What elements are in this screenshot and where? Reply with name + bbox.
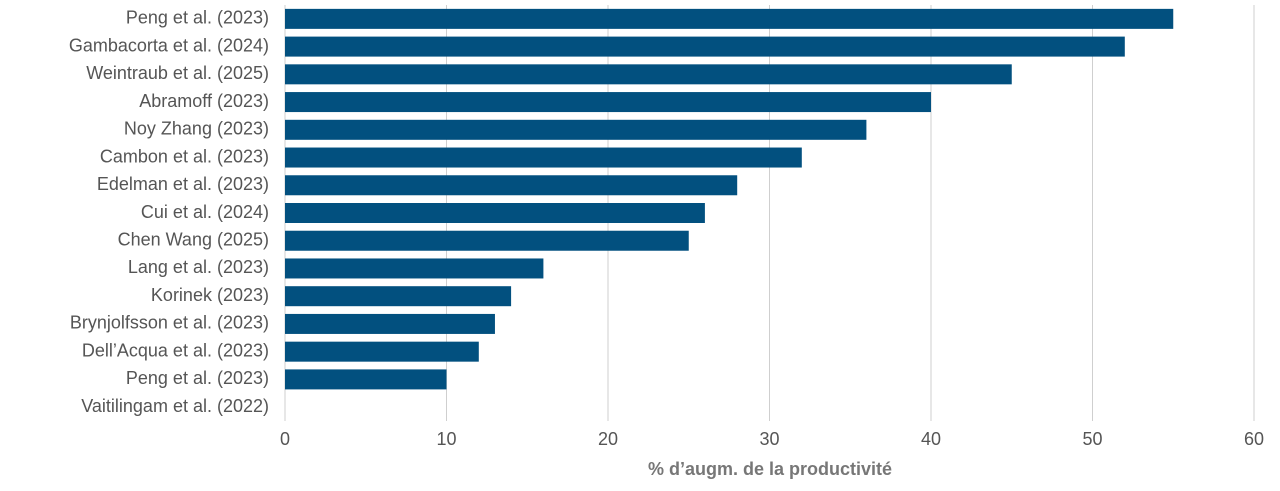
y-tick-label: Dell’Acqua et al. (2023)	[82, 340, 269, 360]
x-axis-title: % d’augm. de la productivité	[648, 459, 892, 479]
bar	[285, 369, 447, 390]
y-tick-label: Peng et al. (2023)	[126, 368, 269, 388]
bar	[285, 36, 1125, 57]
x-tick-label: 50	[1082, 429, 1102, 449]
y-tick-label: Cambon et al. (2023)	[100, 146, 269, 166]
y-tick-label: Edelman et al. (2023)	[97, 174, 269, 194]
bar	[285, 64, 1012, 85]
y-tick-label: Noy Zhang (2023)	[124, 119, 269, 139]
x-tick-label: 30	[759, 429, 779, 449]
x-tick-label: 60	[1244, 429, 1264, 449]
x-tick-label: 40	[921, 429, 941, 449]
bar	[285, 313, 495, 334]
y-tick-label: Brynjolfsson et al. (2023)	[70, 313, 269, 333]
x-tick-label: 10	[436, 429, 456, 449]
y-tick-label: Gambacorta et al. (2024)	[69, 35, 269, 55]
y-tick-label: Weintraub et al. (2025)	[86, 63, 269, 83]
bar	[285, 92, 931, 113]
bar	[285, 119, 867, 140]
bar	[285, 341, 479, 362]
x-tick-label: 0	[280, 429, 290, 449]
y-tick-label: Peng et al. (2023)	[126, 8, 269, 28]
y-tick-label: Lang et al. (2023)	[128, 257, 269, 277]
y-tick-label: Korinek (2023)	[151, 285, 269, 305]
bar	[285, 203, 705, 223]
bar	[285, 147, 802, 168]
bar	[285, 8, 1174, 29]
bar	[285, 258, 544, 279]
y-tick-label: Cui et al. (2024)	[141, 202, 269, 222]
y-tick-label: Chen Wang (2025)	[118, 229, 269, 249]
bar	[285, 286, 512, 307]
y-tick-label: Abramoff (2023)	[139, 91, 269, 111]
y-tick-label: Vaitilingam et al. (2022)	[81, 396, 269, 416]
x-tick-label: 20	[598, 429, 618, 449]
bar	[285, 230, 689, 251]
bar	[285, 175, 738, 196]
